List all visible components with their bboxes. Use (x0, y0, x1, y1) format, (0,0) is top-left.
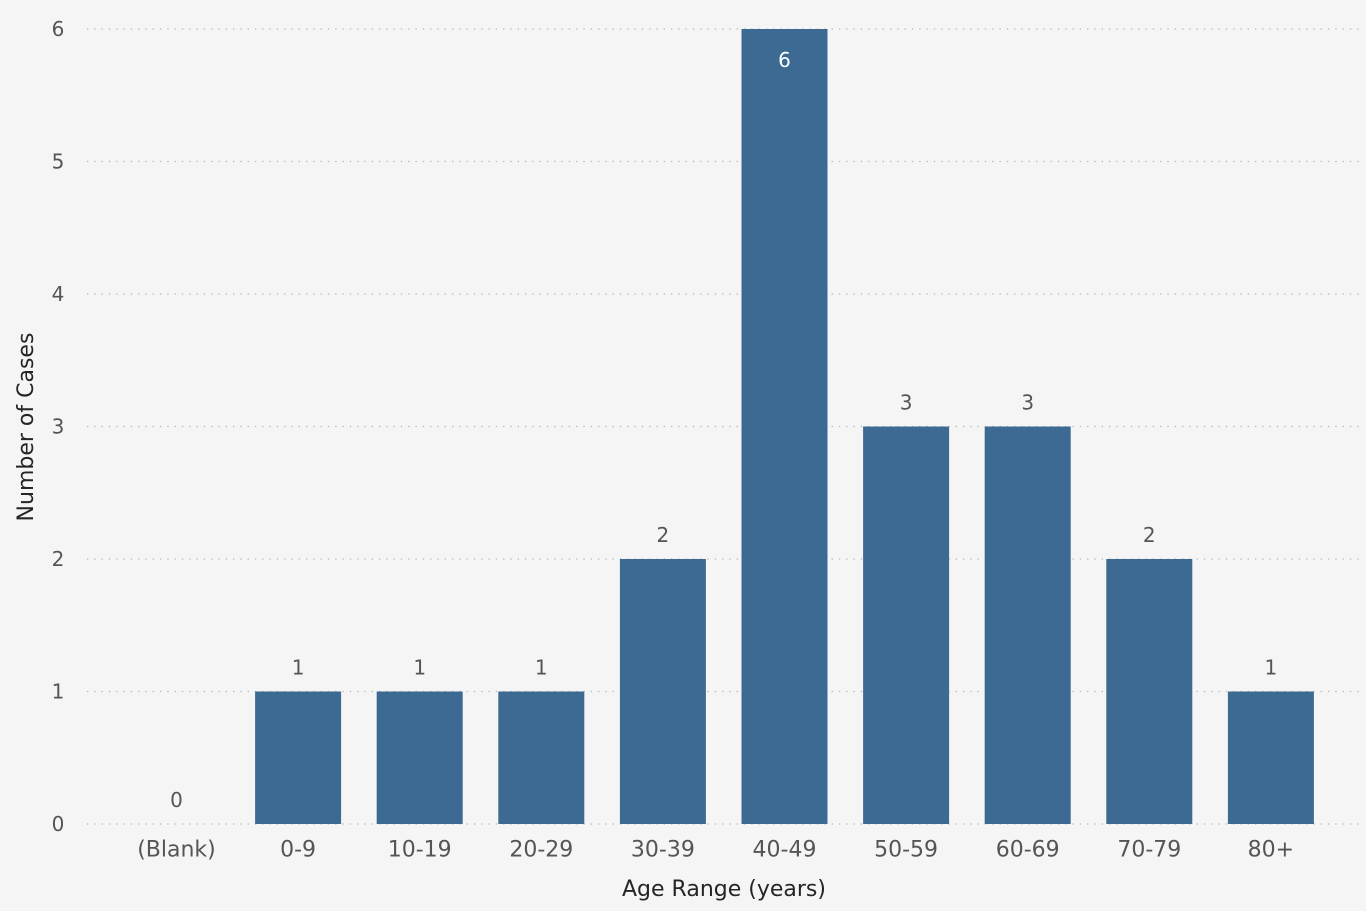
bar[interactable] (1227, 691, 1314, 825)
y-tick-label: 6 (52, 17, 65, 41)
y-tick-label: 3 (52, 415, 65, 439)
x-axis-title: Age Range (years) (622, 877, 826, 902)
x-tick-label: (Blank) (137, 838, 216, 863)
data-label: 0 (170, 788, 183, 812)
x-axis: (Blank) 0-9 10-19 20-29 30-39 40-49 50-59 60-69… (137, 838, 1294, 863)
bars (255, 29, 1314, 824)
data-label: 2 (1143, 523, 1156, 547)
data-label: 1 (292, 656, 305, 680)
y-tick-label: 5 (52, 150, 65, 174)
x-tick-label: 0-9 (280, 838, 316, 863)
y-tick-label: 2 (52, 547, 65, 571)
data-label: 1 (1265, 656, 1278, 680)
x-tick-label: 40-49 (753, 838, 817, 863)
data-label: 2 (657, 523, 670, 547)
bar[interactable] (619, 559, 706, 824)
x-tick-label: 70-79 (1117, 838, 1181, 863)
bar[interactable] (741, 29, 828, 824)
x-tick-label: 50-59 (874, 838, 938, 863)
x-tick-label: 10-19 (388, 838, 452, 863)
y-tick-label: 4 (52, 282, 65, 306)
data-label: 3 (900, 391, 913, 415)
bar[interactable] (984, 426, 1071, 825)
data-label: 1 (413, 656, 426, 680)
data-labels: 0 1 1 1 2 6 3 3 2 1 (170, 48, 1277, 812)
bar[interactable] (498, 691, 585, 825)
y-tick-label: 0 (52, 812, 65, 836)
x-tick-label: 60-69 (996, 838, 1060, 863)
bar[interactable] (376, 691, 463, 825)
data-label: 6 (778, 48, 791, 72)
bar[interactable] (863, 426, 950, 825)
bar[interactable] (255, 691, 342, 825)
data-label: 3 (1021, 391, 1034, 415)
y-axis: 0 1 2 3 4 5 6 (52, 17, 65, 836)
y-tick-label: 1 (52, 680, 65, 704)
y-axis-title: Number of Cases (14, 333, 39, 522)
x-tick-label: 30-39 (631, 838, 695, 863)
x-tick-label: 80+ (1248, 838, 1294, 863)
bar[interactable] (1106, 559, 1193, 824)
data-label: 1 (535, 656, 548, 680)
x-tick-label: 20-29 (509, 838, 573, 863)
